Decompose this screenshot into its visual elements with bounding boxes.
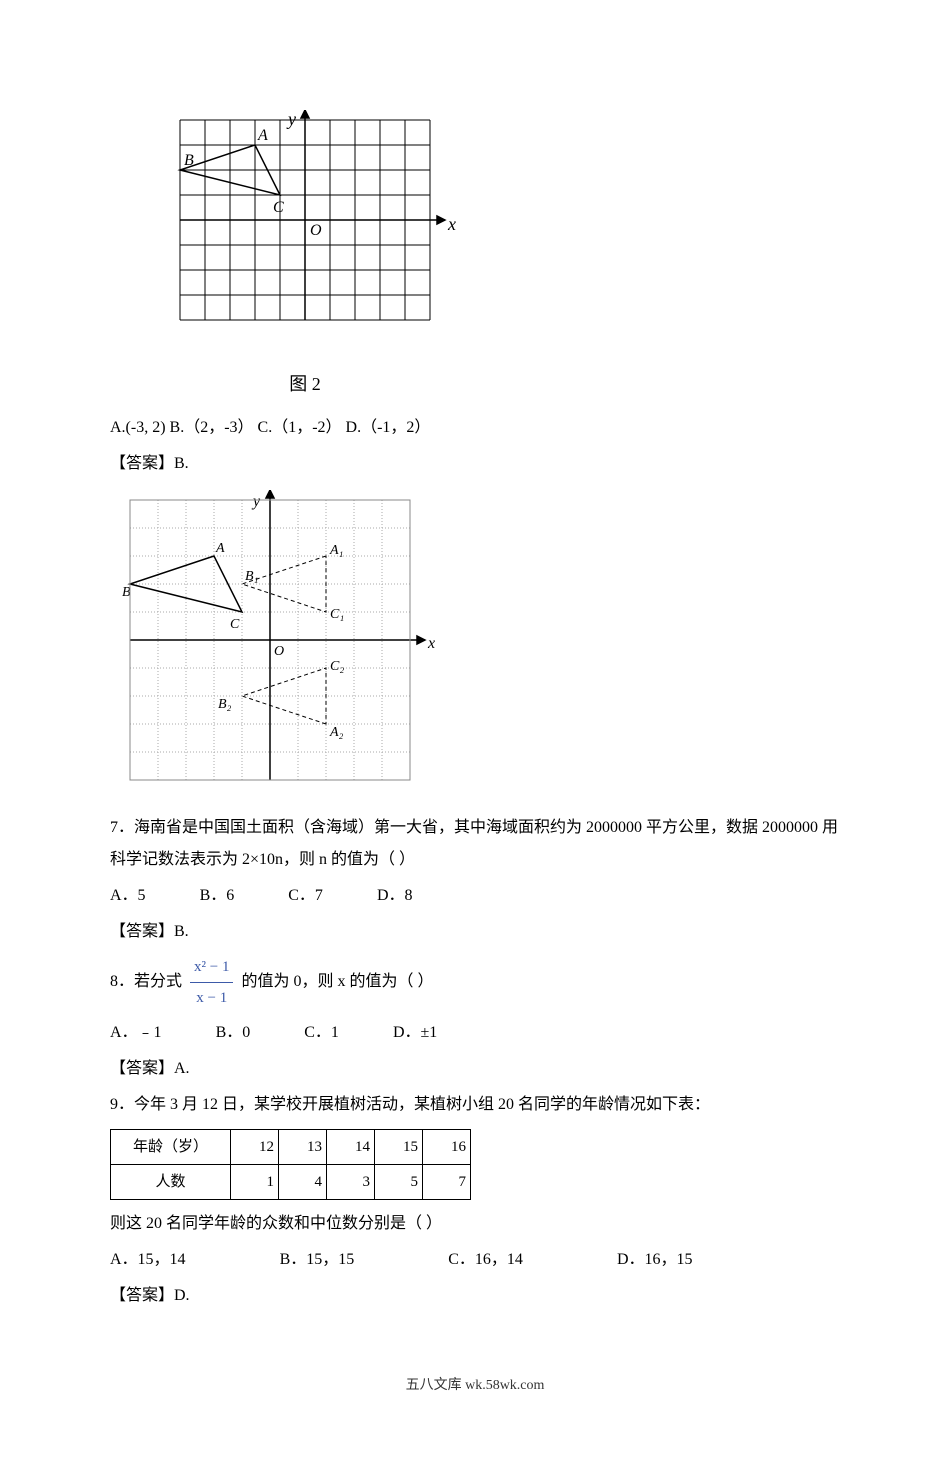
svg-text:A: A — [215, 541, 225, 556]
q9-td-2: 3 — [327, 1165, 375, 1200]
q7-opt-d: D．8 — [377, 880, 413, 912]
q8-answer: 【答案】A. — [110, 1053, 840, 1085]
q8-prefix: 8．若分式 — [110, 973, 182, 990]
svg-text:C: C — [230, 617, 240, 632]
q9-td-1: 4 — [279, 1165, 327, 1200]
svg-text:y: y — [286, 110, 296, 129]
svg-text:A₁: A₁ — [329, 543, 343, 558]
q9-followup: 则这 20 名同学年龄的众数和中位数分别是（ ） — [110, 1208, 840, 1240]
figure-2: A B C A₁ B₁ C₁ A₂ B₂ C₂ O x y — [120, 490, 840, 802]
q9-table-rlabel: 人数 — [111, 1165, 231, 1200]
figure-1: A B C O x y 图 2 — [160, 110, 840, 402]
figure-2-svg: A B C A₁ B₁ C₁ A₂ B₂ C₂ O x y — [120, 490, 440, 790]
q7-options: A．5 B．6 C．7 D．8 — [110, 880, 840, 912]
q7-opt-b: B．6 — [200, 880, 235, 912]
figure-1-caption: 图 2 — [160, 366, 450, 402]
q8-options: A．﹣1 B．0 C．1 D．±1 — [110, 1017, 840, 1049]
q8-opt-b: B．0 — [216, 1017, 251, 1049]
page-footer: 五八文库 wk.58wk.com — [110, 1372, 840, 1400]
q9-table-hlabel: 年龄（岁） — [111, 1130, 231, 1165]
q9-answer: 【答案】D. — [110, 1280, 840, 1312]
q9-opt-a: A．15，14 — [110, 1244, 186, 1276]
q8-frac-den: x − 1 — [190, 983, 233, 1013]
q8-opt-a: A．﹣1 — [110, 1017, 162, 1049]
q9-opt-b: B．15，15 — [280, 1244, 355, 1276]
q8-fraction: x² − 1 x − 1 — [190, 952, 233, 1013]
q7-text: 7．海南省是中国国土面积（含海域）第一大省，其中海域面积约为 2000000 平… — [110, 812, 840, 876]
q8-opt-c: C．1 — [304, 1017, 339, 1049]
q6-options: A.(-3, 2) B.（2，-3） C.（1，-2） D.（-1，2） — [110, 412, 840, 444]
svg-text:B₁: B₁ — [245, 569, 258, 584]
svg-text:x: x — [427, 635, 435, 652]
svg-text:C₂: C₂ — [330, 659, 344, 674]
svg-text:y: y — [251, 493, 261, 510]
q9-text: 9．今年 3 月 12 日，某学校开展植树活动，某植树小组 20 名同学的年龄情… — [110, 1089, 840, 1121]
q9-th-1: 13 — [279, 1130, 327, 1165]
q9-td-4: 7 — [423, 1165, 471, 1200]
q9-td-3: 5 — [375, 1165, 423, 1200]
q9-th-4: 16 — [423, 1130, 471, 1165]
q6-answer: 【答案】B. — [110, 448, 840, 480]
q7-opt-a: A．5 — [110, 880, 146, 912]
q8-text: 8．若分式 x² − 1 x − 1 的值为 0，则 x 的值为（ ） — [110, 952, 840, 1013]
q7-answer: 【答案】B. — [110, 916, 840, 948]
q8-frac-num: x² − 1 — [190, 952, 233, 983]
svg-text:A: A — [257, 127, 268, 144]
svg-text:C: C — [273, 199, 284, 216]
svg-text:B₂: B₂ — [218, 697, 232, 712]
q7-opt-c: C．7 — [288, 880, 323, 912]
q9-opt-c: C．16，14 — [448, 1244, 523, 1276]
svg-text:O: O — [310, 222, 322, 239]
svg-text:x: x — [447, 214, 456, 234]
svg-text:C₁: C₁ — [330, 607, 344, 622]
q9-options: A．15，14 B．15，15 C．16，14 D．16，15 — [110, 1244, 840, 1276]
figure-1-svg: A B C O x y — [160, 110, 460, 350]
q9-td-0: 1 — [231, 1165, 279, 1200]
svg-text:B: B — [184, 152, 194, 169]
svg-text:O: O — [274, 644, 284, 659]
q8-opt-d: D．±1 — [393, 1017, 437, 1049]
q9-table: 年龄（岁） 12 13 14 15 16 人数 1 4 3 5 7 — [110, 1129, 471, 1200]
q9-opt-d: D．16，15 — [617, 1244, 693, 1276]
q8-suffix: 的值为 0，则 x 的值为（ ） — [241, 973, 433, 990]
q9-th-2: 14 — [327, 1130, 375, 1165]
q9-th-0: 12 — [231, 1130, 279, 1165]
q9-th-3: 15 — [375, 1130, 423, 1165]
svg-text:A₂: A₂ — [329, 725, 344, 740]
